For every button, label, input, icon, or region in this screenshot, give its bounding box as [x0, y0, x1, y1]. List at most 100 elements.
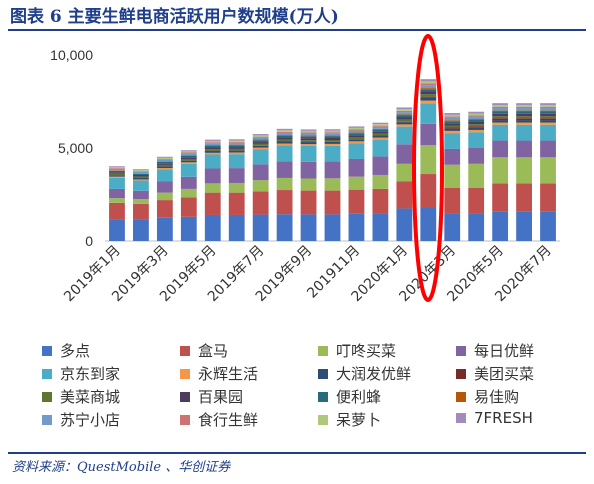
bar-segment: [109, 170, 125, 171]
bar-segment: [180, 188, 197, 198]
legend-swatch: [180, 368, 190, 379]
bar-segment: [300, 136, 317, 139]
bar-segment: [444, 121, 461, 124]
bar-segment: [468, 132, 485, 148]
bar-segment: [516, 113, 532, 117]
bar-segment: [156, 192, 173, 201]
bar-segment: [420, 89, 437, 92]
bar-segment: [372, 156, 389, 175]
bar-segment: [109, 173, 125, 176]
bar-segment: [444, 148, 461, 165]
bar-segment: [396, 181, 413, 209]
bar-segment: [252, 137, 269, 140]
bar-segment: [420, 83, 437, 86]
bar-segment: [540, 183, 556, 212]
bar-segment: [276, 139, 293, 142]
bar-segment: [300, 140, 317, 143]
bar-segment: [252, 145, 269, 148]
legend-item: 叮咚买菜: [318, 340, 396, 361]
bar-segment: [276, 128, 293, 131]
bar-segment: [396, 110, 413, 113]
bar-segment: [180, 160, 197, 163]
bar-segment: [252, 164, 269, 181]
bar-segment: [444, 133, 461, 149]
bar-segment: [468, 111, 485, 114]
bar-segment: [420, 123, 437, 146]
bar-segment: [180, 176, 197, 189]
bar-segment: [133, 174, 149, 177]
bar-segment: [396, 124, 413, 127]
bar-segment: [396, 208, 413, 241]
bar-segment: [180, 158, 197, 161]
bar-segment: [228, 150, 245, 153]
bar-segment: [276, 130, 293, 132]
bar-segment: [444, 128, 461, 131]
bar-segment: [133, 190, 149, 200]
bar-segment: [540, 122, 556, 125]
bar-segment: [324, 135, 341, 137]
bar-segment: [133, 179, 149, 181]
legend-item: 大润发优鲜: [318, 363, 411, 384]
bar-segment: [348, 176, 365, 190]
legend-label: 盒马: [198, 342, 229, 360]
bar-segment: [276, 134, 293, 136]
bar-segment: [348, 137, 365, 140]
bar-segment: [444, 116, 461, 118]
bar-segment: [276, 190, 293, 215]
bar-segment: [348, 143, 365, 159]
bar-segment: [204, 143, 221, 146]
bar-segment: [180, 152, 197, 154]
legend-swatch: [456, 368, 466, 379]
bar-segment: [133, 177, 149, 180]
legend-label: 食行生鲜: [198, 411, 259, 429]
bar-segment: [372, 129, 389, 132]
bar-segment: [372, 124, 389, 126]
bar-segment: [540, 113, 556, 117]
bar-segment: [156, 159, 173, 162]
bar-segment: [396, 114, 413, 116]
bar-segment: [372, 174, 389, 189]
legend-item: 多点: [42, 340, 90, 361]
bar-segment: [300, 129, 317, 131]
bar-segment: [109, 167, 125, 169]
legend-swatch: [42, 368, 52, 379]
bar-segment: [133, 219, 149, 241]
bar-segment: [492, 183, 509, 212]
bar-segment: [396, 107, 413, 110]
bar-segment: [276, 177, 293, 191]
bar-segment: [300, 178, 317, 191]
bar-segment: [109, 176, 125, 178]
bar-segment: [540, 157, 556, 184]
bar-segment: [516, 124, 532, 141]
legend-swatch: [180, 391, 190, 402]
bar-segment: [540, 116, 556, 119]
bar-segment: [468, 213, 485, 241]
bar-segment: [516, 120, 532, 123]
bar-segment: [516, 106, 532, 109]
bar-segment: [156, 166, 173, 169]
bar-segment: [420, 97, 437, 101]
bar-segment: [420, 81, 437, 84]
bar-segment: [420, 96, 437, 98]
bar-segment: [468, 127, 485, 130]
bar-segment: [372, 122, 389, 125]
bar-segment: [156, 181, 173, 193]
bar-segment: [516, 111, 532, 114]
bar-segment: [396, 163, 413, 182]
bar-segment: [109, 177, 125, 189]
bar-segment: [516, 118, 532, 121]
bar-segment: [420, 88, 437, 90]
bar-segment: [276, 145, 293, 162]
bar-segment: [252, 135, 269, 137]
bar-segment: [516, 183, 532, 212]
bar-segment: [156, 161, 173, 162]
bar-segment: [516, 140, 532, 158]
legend-item: 永辉生活: [180, 363, 258, 384]
bar-segment: [133, 176, 149, 178]
bar-segment: [180, 197, 197, 217]
bar-segment: [300, 135, 317, 137]
bar-segment: [204, 147, 221, 150]
legend-item: 呆萝卜: [318, 409, 381, 430]
bar-segment: [109, 166, 125, 168]
bar-segment: [444, 117, 461, 121]
